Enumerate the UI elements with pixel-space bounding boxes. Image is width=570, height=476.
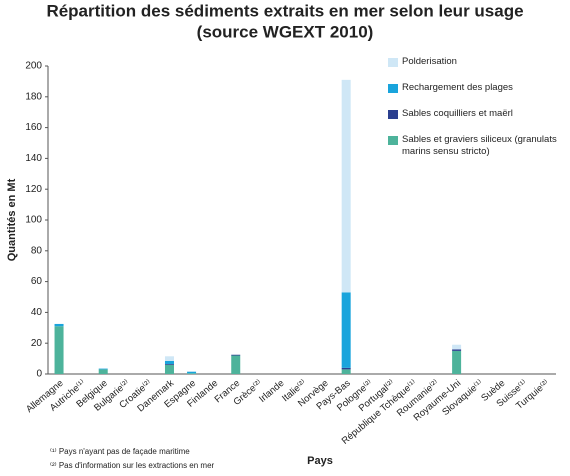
bar-segment [98, 369, 108, 374]
y-tick-label: 20 [31, 338, 43, 349]
legend-entry: Sables et graviers siliceux (granulats m… [388, 134, 566, 158]
bar-segment [341, 369, 351, 374]
y-tick-label: 80 [31, 245, 43, 256]
legend-label: Sables et graviers siliceux (granulats m… [402, 134, 557, 157]
bar-segment [54, 326, 64, 374]
legend-label: Rechargement des plages [402, 82, 513, 93]
legend: Polderisation Rechargement des plages Sabl… [388, 56, 566, 172]
footnote: ⁽¹⁾ Pays n'ayant pas de façade maritime [50, 447, 190, 456]
bar-segment [187, 373, 197, 374]
y-tick-label: 120 [25, 184, 42, 195]
y-tick-label: 140 [25, 153, 42, 164]
bar-segment [341, 79, 351, 293]
y-tick-label: 40 [31, 307, 43, 318]
y-tick-label: 180 [25, 91, 42, 102]
bar-segment [164, 364, 174, 374]
bar-segment [164, 363, 174, 365]
bar-segment [187, 371, 197, 374]
legend-swatch [388, 136, 398, 145]
bar-segment [231, 355, 241, 374]
bar-segment [341, 292, 351, 368]
legend-label: Polderisation [402, 56, 457, 67]
y-tick-label: 60 [31, 276, 43, 287]
footnote: ⁽²⁾ Pas d'information sur les extraction… [50, 461, 215, 470]
bar-segment [98, 368, 108, 370]
chart-title: Répartition des sédiments extraits en me… [46, 1, 523, 20]
y-tick-label: 100 [25, 215, 42, 226]
bar-segment [452, 350, 462, 374]
bar-segment [231, 354, 241, 356]
y-tick-label: 0 [36, 369, 42, 380]
y-tick-label: 160 [25, 122, 42, 133]
bar-segment [164, 360, 174, 364]
bar-segment [452, 349, 462, 351]
legend-swatch [388, 110, 398, 119]
bar-segment [341, 367, 351, 370]
legend-swatch [388, 84, 398, 93]
legend-entry: Rechargement des plages [388, 82, 566, 94]
y-axis-label: Quantités en Mt [6, 178, 18, 261]
legend-label: Sables coquilliers et maërl [402, 108, 513, 119]
bar-segment [452, 344, 462, 350]
bar-segment [54, 323, 64, 327]
x-axis-label: Pays [307, 455, 333, 467]
x-tick-label: Irlande [257, 378, 286, 405]
legend-entry: Polderisation [388, 56, 566, 68]
legend-swatch [388, 58, 398, 67]
y-tick-label: 200 [25, 61, 42, 72]
legend-entry: Sables coquilliers et maërl [388, 108, 566, 120]
bar-segment [164, 356, 174, 361]
chart-subtitle: (source WGEXT 2010) [197, 22, 374, 41]
